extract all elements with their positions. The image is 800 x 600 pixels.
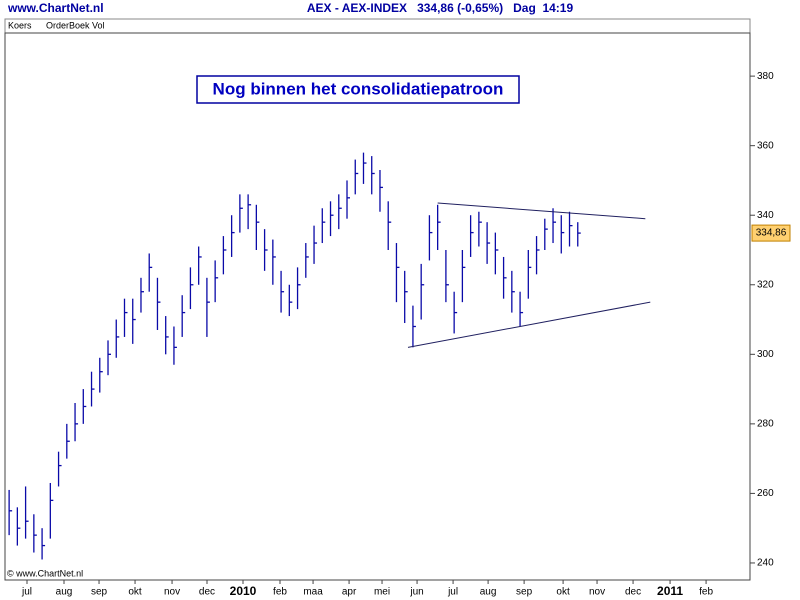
y-tick-label: 380 [757, 71, 774, 82]
x-tick-label: aug [56, 587, 73, 598]
y-tick-label: 360 [757, 140, 774, 151]
x-tick-label: jul [21, 587, 32, 598]
site-name: www.ChartNet.nl [7, 1, 104, 15]
x-tick-label: sep [516, 587, 533, 598]
x-tick-label: feb [699, 587, 713, 598]
x-tick-label: maa [303, 587, 323, 598]
annotation-box [196, 75, 520, 104]
x-tick-label: nov [589, 587, 605, 598]
tab[interactable]: Koers [8, 20, 32, 30]
y-tick-label: 280 [757, 419, 774, 430]
x-tick-label: dec [625, 587, 641, 598]
x-tick-label: dec [199, 587, 215, 598]
header-title: AEX - AEX-INDEX 334,86 (-0,65%) Dag 14:1… [307, 1, 574, 15]
x-tick-label: sep [91, 587, 108, 598]
x-tick-label: feb [273, 587, 287, 598]
trend-line [407, 301, 651, 348]
x-tick-label: 2010 [230, 584, 257, 598]
last-price-label: 334,86 [756, 228, 787, 239]
x-tick-label: jun [409, 587, 423, 598]
x-tick-label: okt [128, 587, 142, 598]
x-tick-label: mei [374, 587, 390, 598]
x-tick-label: 2011 [657, 584, 683, 598]
x-tick-label: aug [480, 587, 497, 598]
x-tick-label: nov [164, 587, 180, 598]
x-tick-label: okt [556, 587, 570, 598]
plot-frame [4, 32, 751, 581]
y-tick-label: 240 [757, 558, 774, 569]
annotation: Nog binnen het consolidatiepatroon [213, 79, 504, 98]
x-tick-label: apr [342, 587, 357, 598]
y-tick-label: 340 [757, 210, 774, 221]
trend-line [437, 202, 646, 220]
y-tick-label: 260 [757, 488, 774, 499]
last-price-box [751, 224, 791, 242]
y-tick-label: 300 [757, 349, 774, 360]
y-tick-label: 320 [757, 279, 774, 290]
tab[interactable]: OrderBoek Vol [46, 20, 105, 30]
tab-bar [4, 18, 751, 34]
x-tick-label: jul [447, 587, 458, 598]
footer: © www.ChartNet.nl [7, 568, 83, 578]
